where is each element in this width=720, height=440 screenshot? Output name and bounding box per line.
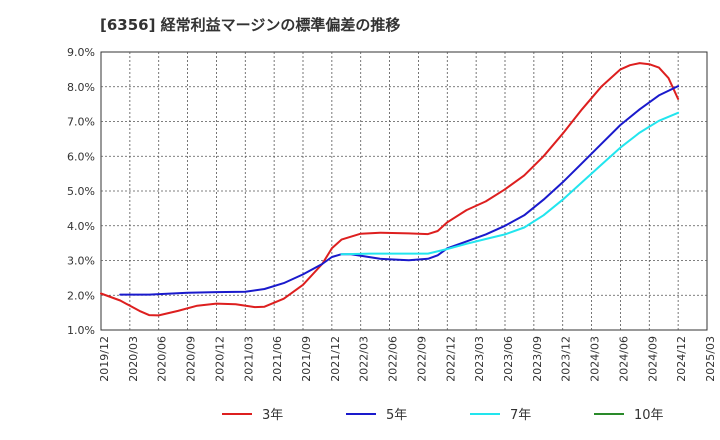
y-tick-label: 3.0%	[67, 255, 95, 268]
x-tick-label: 2024/12	[675, 336, 688, 382]
x-tick-label: 2020/09	[185, 336, 198, 382]
x-tick-label: 2023/12	[560, 336, 573, 382]
x-tick-label: 2023/03	[473, 336, 486, 382]
series-layer	[100, 62, 680, 317]
x-tick-label: 2019/12	[98, 336, 111, 382]
x-tick-label: 2020/06	[156, 336, 169, 382]
legend-label-2: 7年	[510, 408, 531, 423]
y-tick-label: 1.0%	[67, 324, 95, 337]
x-tick-label: 2020/03	[127, 336, 140, 382]
x-tick-label: 2025/03	[704, 336, 717, 382]
series-line-0	[100, 62, 680, 317]
y-tick-label: 4.0%	[67, 220, 95, 233]
x-tick-label: 2022/03	[358, 336, 371, 382]
x-tick-label: 2021/09	[300, 336, 313, 382]
x-tick-label: 2022/06	[387, 336, 400, 382]
y-tick-label: 2.0%	[67, 289, 95, 302]
legend-label-1: 5年	[386, 408, 407, 423]
x-tick-label: 2022/12	[444, 336, 457, 382]
x-tick-label: 2020/12	[213, 336, 226, 382]
tick-layer: 2019/12 2020/03 2020/06 2020/09 2020/12 2021/…	[67, 46, 717, 382]
series-line-1	[119, 85, 680, 296]
x-tick-label: 2021/06	[271, 336, 284, 382]
legend-label-3: 10年	[634, 408, 664, 423]
legend-label-0: 3年	[262, 408, 283, 423]
chart-title: [6356] 経常利益マージンの標準偏差の推移	[100, 16, 401, 34]
y-tick-label: 6.0%	[67, 150, 95, 163]
x-tick-label: 2024/06	[617, 336, 630, 382]
x-tick-label: 2022/09	[415, 336, 428, 382]
y-tick-label: 5.0%	[67, 185, 95, 198]
y-tick-label: 7.0%	[67, 116, 95, 129]
grid-layer	[101, 52, 707, 330]
x-tick-label: 2023/06	[502, 336, 515, 382]
x-tick-label: 2024/09	[646, 336, 659, 382]
y-tick-label: 8.0%	[67, 81, 95, 94]
series-line-2	[340, 111, 680, 256]
legend: 3年 5年 7年 10年	[222, 408, 664, 423]
plot-area	[100, 51, 708, 331]
x-tick-label: 2021/03	[242, 336, 255, 382]
x-tick-label: 2024/03	[589, 336, 602, 382]
y-tick-label: 9.0%	[67, 46, 95, 59]
x-tick-label: 2023/09	[531, 336, 544, 382]
x-tick-label: 2021/12	[329, 336, 342, 382]
